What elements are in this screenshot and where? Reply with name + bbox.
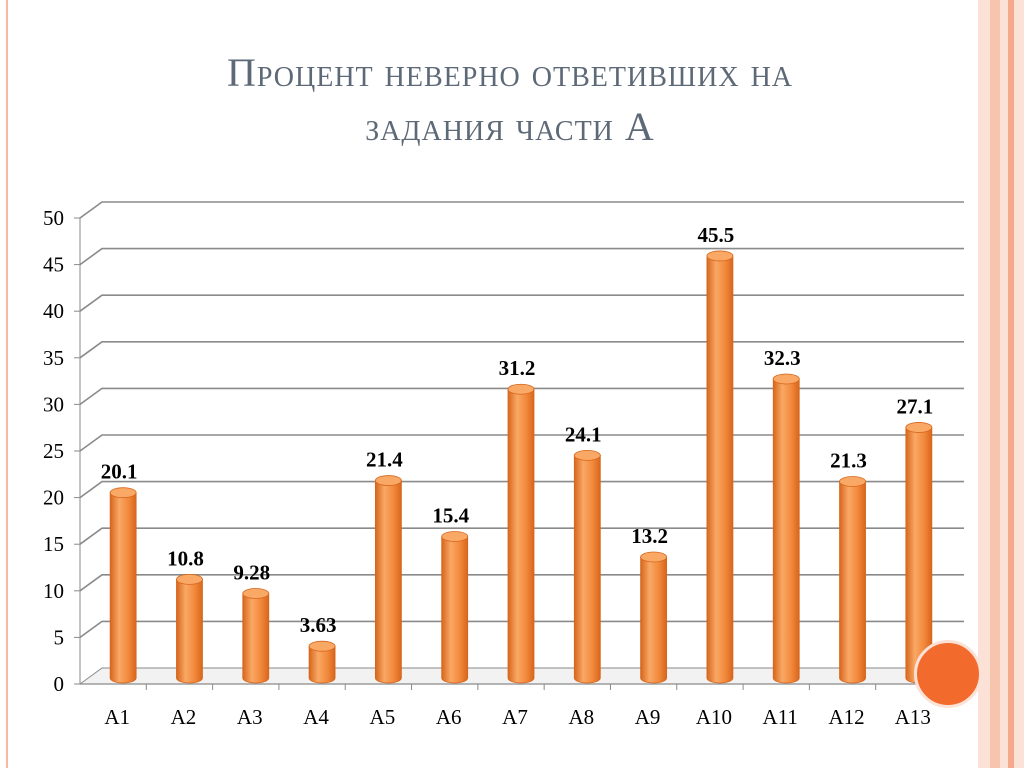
bar: [706, 255, 734, 684]
x-tick-label: А1: [104, 705, 130, 729]
bar: [905, 427, 933, 684]
bar-top: [507, 383, 535, 395]
y-tick-label: 15: [43, 532, 64, 556]
gridline: [79, 201, 964, 219]
bar-top: [640, 551, 668, 563]
x-tick-label: А7: [502, 705, 528, 729]
y-tick-label: 0: [54, 672, 65, 696]
bar: [507, 388, 535, 684]
bar-top: [308, 640, 336, 652]
y-tick-label: 35: [43, 346, 64, 370]
data-label: 13.2: [631, 524, 668, 548]
x-tick-label: А9: [635, 705, 661, 729]
x-tick-label: А5: [370, 705, 396, 729]
gridline: [79, 387, 964, 406]
data-label: 21.3: [830, 448, 867, 472]
y-tick-label: 40: [43, 299, 64, 323]
x-tick-label: А8: [568, 705, 594, 729]
bar: [374, 480, 402, 684]
slide-title: Процент неверно ответивших на задания ча…: [80, 46, 940, 154]
gridline: [79, 294, 964, 312]
bar-top: [441, 531, 469, 542]
bar-top: [573, 449, 601, 461]
bar: [176, 578, 203, 684]
gridline: [79, 480, 964, 499]
y-tick-label: 25: [43, 439, 64, 463]
data-label: 20.1: [101, 460, 138, 484]
y-tick-label: 5: [54, 625, 65, 649]
slide-side-stripe-edge: [1008, 0, 1014, 768]
x-tick-label: А6: [436, 705, 462, 729]
data-label: 3.63: [300, 613, 337, 637]
bar-top: [242, 588, 270, 599]
bar-top: [905, 422, 933, 433]
bar-top: [176, 573, 203, 585]
bar-top: [839, 476, 866, 487]
bar-top: [374, 475, 402, 486]
data-label: 10.8: [167, 546, 204, 570]
slide-title-line-2: задания части А: [365, 104, 655, 149]
slide-side-stripe-inner: [990, 0, 1000, 768]
gridline: [79, 340, 964, 359]
gridline: [79, 620, 964, 639]
data-label: 45.5: [698, 223, 735, 247]
bar: [109, 492, 137, 684]
x-tick-label: А12: [828, 705, 864, 729]
bar: [441, 536, 469, 684]
gridline: [79, 247, 964, 266]
decorative-circle: [914, 640, 982, 708]
bar-top: [706, 250, 734, 262]
data-label: 31.2: [499, 356, 536, 380]
bar: [640, 556, 668, 684]
bar: [839, 481, 866, 684]
gridline: [79, 434, 964, 452]
y-tick-label: 20: [43, 486, 64, 510]
bar-top: [772, 373, 800, 385]
x-tick-label: А11: [763, 705, 798, 729]
bar: [573, 454, 601, 684]
y-tick-label: 10: [43, 579, 64, 603]
data-label: 9.28: [233, 561, 270, 585]
slide-frame-line: [6, 0, 8, 768]
slide-title-line-1: Процент неверно ответивших на: [226, 50, 794, 95]
data-label: 27.1: [896, 394, 933, 418]
data-label: 21.4: [366, 448, 403, 472]
y-tick-label: 50: [43, 206, 64, 230]
bar: [242, 593, 270, 684]
y-tick-label: 45: [43, 253, 64, 277]
x-tick-label: А3: [237, 705, 263, 729]
gridline: [79, 573, 964, 592]
x-tick-label: А13: [895, 705, 931, 729]
data-label: 24.1: [565, 422, 602, 446]
data-label: 32.3: [764, 346, 801, 370]
bar-top: [109, 487, 137, 499]
x-tick-label: А2: [171, 705, 197, 729]
bar: [772, 378, 800, 684]
bar: [308, 645, 336, 684]
data-label: 15.4: [432, 503, 469, 527]
slide-side-stripe: [978, 0, 1024, 768]
gridline: [79, 527, 964, 545]
y-tick-label: 30: [43, 392, 64, 416]
x-tick-label: А4: [303, 705, 329, 729]
x-tick-label: А10: [696, 705, 732, 729]
